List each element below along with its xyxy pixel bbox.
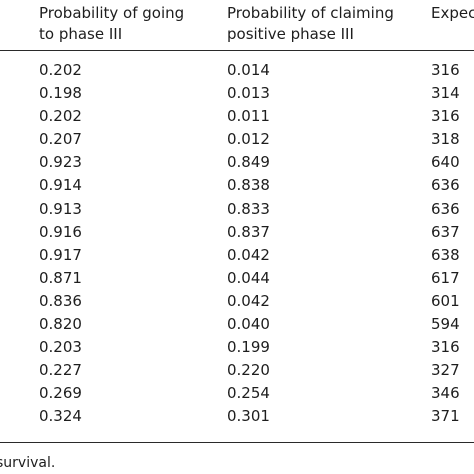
table-cell-col1: 0.203 (39, 338, 82, 357)
table-cell-col1: 0.202 (39, 61, 82, 79)
table-cell-col3: 327 (431, 361, 460, 380)
table-cell-col1: 0.198 (39, 84, 82, 103)
table-row: 0.202 0.011 316 (0, 105, 474, 128)
table-row: 0.871 0.044 617 (0, 267, 474, 290)
table-cell-col2: 0.014 (227, 61, 270, 79)
table-cell-col3: 318 (431, 130, 460, 149)
table-cell-col2: 0.833 (227, 199, 270, 218)
table-cell-col3: 316 (431, 61, 460, 79)
header-col3-line1: Expec (431, 4, 474, 22)
table-cell-col3: 601 (431, 291, 460, 310)
header-col2-line1: Probability of claiming (227, 4, 394, 22)
table-row: 0.836 0.042 601 (0, 290, 474, 313)
table-row: 0.820 0.040 594 (0, 313, 474, 336)
header-col1-line1: Probability of going (39, 4, 185, 22)
table-row: 0.917 0.042 638 (0, 244, 474, 267)
table-cell-col3: 346 (431, 384, 460, 403)
table-cell-col1: 0.269 (39, 384, 82, 403)
table-cell-col1: 0.202 (39, 107, 82, 126)
table-cell-col1: 0.836 (39, 291, 82, 310)
table-cell-col1: 0.871 (39, 268, 82, 287)
table-cell-col1: 0.227 (39, 361, 82, 380)
table-cell-col2: 0.012 (227, 130, 270, 149)
table-cell-col3: 316 (431, 107, 460, 126)
table-cell-col2: 0.199 (227, 338, 270, 357)
table-cell-col2: 0.220 (227, 361, 270, 380)
table-cell-col1: 0.914 (39, 176, 82, 195)
table-cell-col2: 0.837 (227, 222, 270, 241)
table-row: 0.324 0.301 371 (0, 405, 474, 428)
table-cell-col3: 637 (431, 222, 460, 241)
table-cell-col1: 0.820 (39, 315, 82, 334)
table-header-col1: Probability of going to phase III (39, 3, 184, 45)
table-cell-col3: 636 (431, 199, 460, 218)
table-top-rule (0, 50, 474, 51)
table-cell-col1: 0.324 (39, 407, 82, 426)
header-col2-line2: positive phase III (227, 25, 354, 43)
table-row: 0.916 0.837 637 (0, 221, 474, 244)
table-cell-col2: 0.301 (227, 407, 270, 426)
table-row: 0.203 0.199 316 (0, 336, 474, 359)
table-header-col2: Probability of claiming positive phase I… (227, 3, 394, 45)
table-row: 0.227 0.220 327 (0, 359, 474, 382)
table-cell-col2: 0.011 (227, 107, 270, 126)
table-header-col3: Expec (431, 3, 474, 24)
table-row: 0.269 0.254 346 (0, 382, 474, 405)
table-cell-col2: 0.040 (227, 315, 270, 334)
table-body: 0.202 0.014 316 0.198 0.013 314 0.202 0.011 316 0… (0, 59, 474, 429)
table-cell-col3: 638 (431, 245, 460, 264)
table-cell-col2: 0.254 (227, 384, 270, 403)
table-cell-col1: 0.207 (39, 130, 82, 149)
table-cell-col1: 0.916 (39, 222, 82, 241)
table-cell-col3: 314 (431, 84, 460, 103)
table-row: 0.923 0.849 640 (0, 151, 474, 174)
table-row: 0.914 0.838 636 (0, 174, 474, 197)
table-cell-col3: 594 (431, 315, 460, 334)
table-footnote: survival. (0, 455, 56, 471)
table-row: 0.202 0.014 316 (0, 59, 474, 82)
table-cell-col2: 0.042 (227, 245, 270, 264)
table-row: 0.913 0.833 636 (0, 198, 474, 221)
table-cell-col1: 0.917 (39, 245, 82, 264)
table-row: 0.207 0.012 318 (0, 128, 474, 151)
table-cell-col1: 0.923 (39, 153, 82, 172)
table-cell-col2: 0.044 (227, 268, 270, 287)
table-bottom-rule (0, 442, 474, 443)
table-cell-col3: 371 (431, 407, 460, 426)
table-cell-col3: 316 (431, 338, 460, 357)
table-cell-col1: 0.913 (39, 199, 82, 218)
table-cell-col2: 0.838 (227, 176, 270, 195)
table-cell-col2: 0.042 (227, 291, 270, 310)
table-cell-col2: 0.849 (227, 153, 270, 172)
table-cell-col3: 636 (431, 176, 460, 195)
table-cell-col3: 617 (431, 268, 460, 287)
header-col1-line2: to phase III (39, 25, 123, 43)
table-cell-col3: 640 (431, 153, 460, 172)
table-cell-col2: 0.013 (227, 84, 270, 103)
table-row: 0.198 0.013 314 (0, 82, 474, 105)
